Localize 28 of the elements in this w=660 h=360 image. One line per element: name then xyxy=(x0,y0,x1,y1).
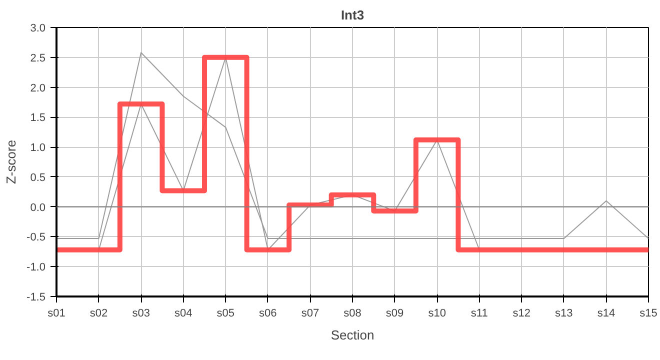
x-axis-title: Section xyxy=(330,328,374,342)
y-tick-label: -1.5 xyxy=(26,292,46,304)
x-tick-label: s04 xyxy=(174,308,192,320)
y-tick-label: 2.5 xyxy=(30,52,46,64)
x-tick-label: s14 xyxy=(597,308,616,320)
x-tick-label: s06 xyxy=(259,308,277,320)
x-tick-label: s08 xyxy=(344,308,362,320)
x-tick-label: s10 xyxy=(428,308,446,320)
x-tick-label: s03 xyxy=(132,308,150,320)
x-tick-label: s05 xyxy=(216,308,235,320)
x-tick-label: s09 xyxy=(386,308,404,320)
y-tick-label: 1.5 xyxy=(30,112,46,124)
y-tick-label: 2.0 xyxy=(30,82,46,94)
x-tick-label: s15 xyxy=(640,308,658,320)
x-tick-label: s01 xyxy=(48,308,66,320)
y-tick-label: 0.0 xyxy=(30,202,46,214)
y-axis-title: Z-score xyxy=(4,140,19,184)
y-tick-label: 1.0 xyxy=(30,142,46,154)
x-tick-label: s12 xyxy=(512,308,531,320)
y-tick-label: 0.5 xyxy=(30,172,46,184)
x-tick-label: s07 xyxy=(301,308,320,320)
y-tick-label: -0.5 xyxy=(26,232,46,244)
x-tick-label: s11 xyxy=(470,308,488,320)
x-tick-label: s13 xyxy=(555,308,573,320)
chart-title: Int3 xyxy=(340,8,364,22)
x-tick-label: s02 xyxy=(90,308,108,320)
y-tick-label: -1.0 xyxy=(26,262,46,274)
y-tick-label: 3.0 xyxy=(30,22,46,34)
